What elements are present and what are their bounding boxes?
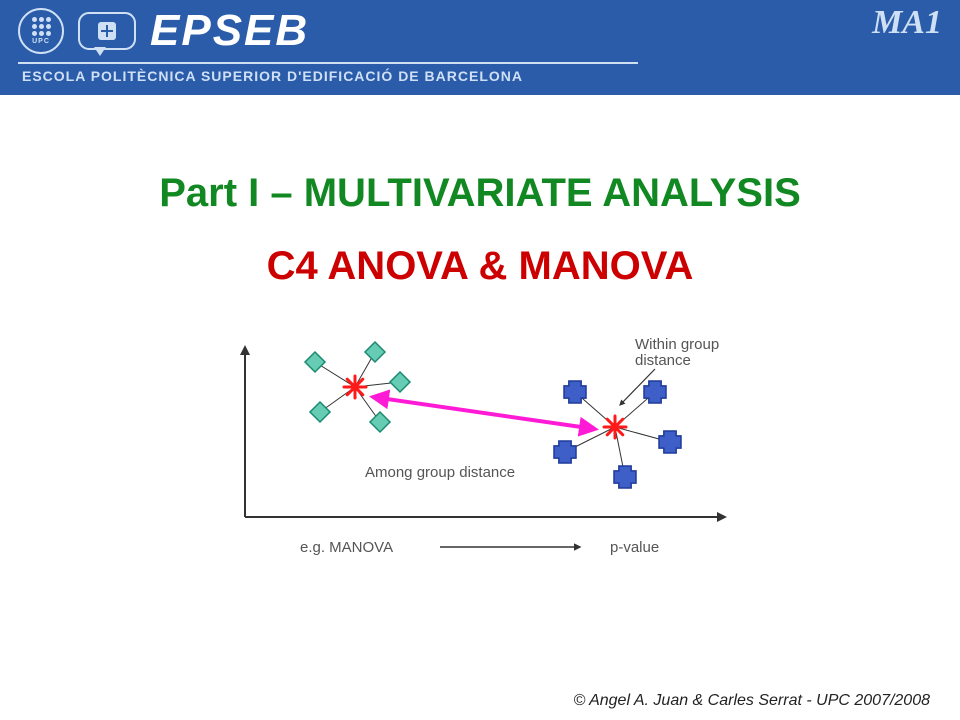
slide-title-part: Part I – MULTIVARIATE ANALYSIS [0,171,960,216]
header-bar: UPC EPSEB ESCOLA POLITÈCNICA SUPERIOR D'… [0,0,960,95]
copyright-text: © Angel A. Juan & Carles Serrat - UPC 20… [573,692,930,710]
corner-code: MA1 [872,4,942,42]
upc-logo-label: UPC [32,38,50,45]
upc-logo-icon: UPC [18,8,64,54]
svg-text:Among group distance: Among group distance [365,464,515,481]
brand-title: EPSEB [150,6,309,56]
cluster-diagram: Among group distance Within groupdistance… [215,327,745,577]
svg-text:e.g. MANOVA: e.g. MANOVA [300,539,393,556]
svg-text:p-value: p-value [610,539,659,556]
epseb-bubble-icon [78,12,136,50]
svg-text:Within group: Within group [635,336,719,353]
header-divider [18,62,638,64]
slide-title-chapter: C4 ANOVA & MANOVA [0,244,960,289]
header-subtitle: ESCOLA POLITÈCNICA SUPERIOR D'EDIFICACIÓ… [22,68,523,84]
svg-text:distance: distance [635,352,691,369]
